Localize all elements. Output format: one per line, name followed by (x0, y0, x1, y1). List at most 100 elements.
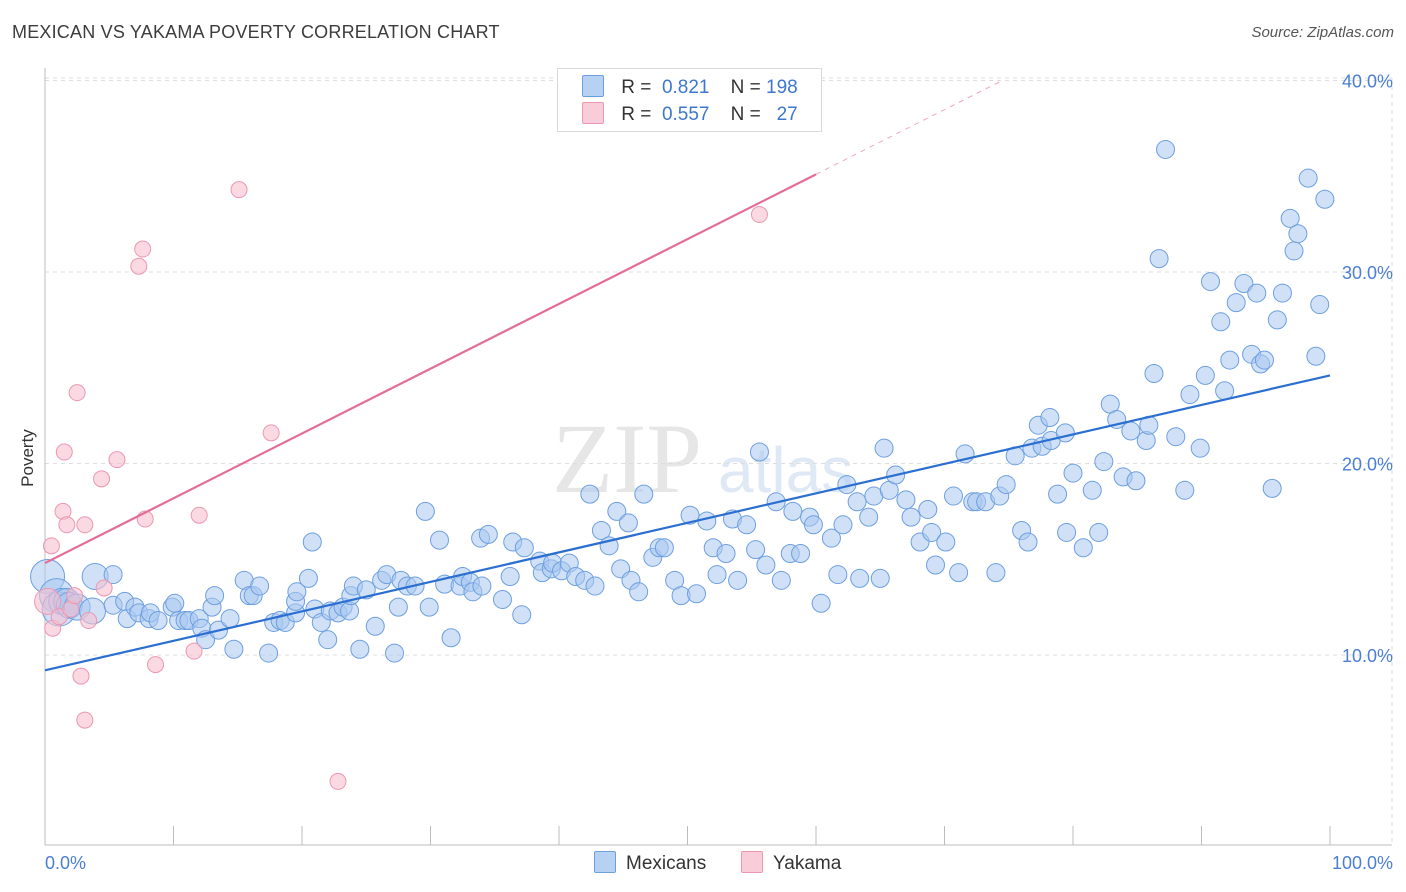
mexicans-point (365, 616, 385, 636)
mexicans-point (1094, 452, 1114, 472)
mexicans-point (429, 530, 449, 550)
yakama-point (329, 772, 347, 790)
x-tick-label: 0.0% (45, 853, 86, 873)
x-tick-label: 100.0% (1332, 853, 1393, 873)
mexicans-point (1149, 249, 1169, 269)
mexicans-point (986, 563, 1006, 583)
mexicans-point (654, 538, 674, 558)
mexicans-point (1126, 471, 1146, 491)
chart-title: MEXICAN VS YAKAMA POVERTY CORRELATION CH… (12, 22, 500, 42)
mexicans-point (859, 507, 879, 527)
yakama-point (262, 424, 280, 442)
mexicans-point (492, 589, 512, 609)
mexicans-point (728, 570, 748, 590)
mexicans-point (1175, 480, 1195, 500)
mexicans-point (441, 628, 461, 648)
yakama-point (42, 537, 60, 555)
mexicans-point (749, 442, 769, 462)
legend-n-value: 27 (776, 104, 798, 125)
mexicans-point (220, 609, 240, 629)
mexicans-point (828, 565, 848, 585)
yakama-point (55, 443, 73, 461)
bottom-legend-mexicans: Mexicans (594, 851, 706, 875)
mexicans-point (514, 538, 534, 558)
yakama-point (147, 656, 165, 674)
mexicans-point (996, 475, 1016, 495)
mexicans-point (287, 582, 307, 602)
mexicans-point (1298, 168, 1318, 188)
yakama-point (34, 587, 62, 615)
yakama-point (95, 579, 113, 597)
mexicans-point (629, 582, 649, 602)
mexicans-point (318, 630, 338, 650)
mexicans-point (1190, 438, 1210, 458)
mexicans-point (680, 505, 700, 525)
mexicans-point (918, 499, 938, 519)
legend-n-label: N = (730, 77, 761, 98)
yakama-trend-extension (815, 80, 1003, 175)
yakama-point (108, 451, 126, 469)
mexicans-point (419, 597, 439, 617)
mexicans-point (356, 580, 376, 600)
mexicans-point (302, 532, 322, 552)
mexicans-point (1089, 522, 1109, 542)
yakama-swatch (582, 102, 604, 124)
mexicans-point (1315, 189, 1335, 209)
mexicans-point (1195, 365, 1215, 385)
yakama-point (68, 384, 86, 402)
mexicans-point (205, 586, 225, 606)
mexicans-point (1288, 224, 1308, 244)
mexicans-point (103, 565, 123, 585)
mexicans-point (896, 490, 916, 510)
mexicans-point (298, 568, 318, 588)
mexicans-point (707, 565, 727, 585)
mexicans-point (1121, 421, 1141, 441)
mexicans-point (1048, 484, 1068, 504)
mexicans-point (388, 597, 408, 617)
stats-legend: R = 0.821 N = 198 R = 0.557 N = 27 (557, 68, 822, 132)
mexicans-point (585, 576, 605, 596)
yakama-point (134, 240, 152, 258)
yakama-point (93, 470, 111, 488)
legend-r-label: R = (621, 104, 652, 125)
mexicans-point (1254, 350, 1274, 370)
yakama-point (230, 181, 248, 199)
mexicans-point (922, 522, 942, 542)
mexicans-point (1262, 478, 1282, 498)
axes (44, 68, 1392, 846)
mexicans-point (1211, 312, 1231, 332)
mexicans-point (634, 484, 654, 504)
mexicans-point (686, 584, 706, 604)
yakama-point (185, 642, 203, 660)
mexicans-point (756, 555, 776, 575)
legend-row-yakama: R = 0.557 N = 27 (582, 102, 798, 126)
mexicans-swatch (582, 75, 604, 97)
mexicans-point (737, 515, 757, 535)
mexicans-point (1082, 480, 1102, 500)
mexicans-point (250, 576, 270, 596)
mexicans-point (415, 501, 435, 521)
mexicans-point (1055, 423, 1075, 443)
mexicans-point (1018, 532, 1038, 552)
mexicans-point (850, 568, 870, 588)
mexicans-point (1144, 363, 1164, 383)
yakama-trend-line (44, 173, 817, 565)
mexicans-point (607, 501, 627, 521)
y-tick-label: 10.0% (1342, 646, 1393, 666)
source-credit: Source: ZipAtlas.com (1251, 24, 1394, 41)
mexicans-point (1063, 463, 1083, 483)
mexicans-trend-line (44, 374, 1331, 672)
mexicans-point (847, 492, 867, 512)
mexicans-point (618, 513, 638, 533)
legend-r-value: 0.821 (661, 77, 710, 98)
mexicans-point (1057, 522, 1077, 542)
axis-labels: 10.0% 20.0% 30.0% 40.0% 0.0% 100.0% Poverty (18, 72, 1393, 874)
y-tick-label: 20.0% (1342, 455, 1393, 475)
mexicans-point (874, 438, 894, 458)
legend-n-value: 198 (766, 77, 798, 98)
mexicans-legend-label: Mexicans (626, 853, 707, 874)
legend-row-mexicans: R = 0.821 N = 198 (582, 75, 798, 99)
y-tick-label: 30.0% (1342, 263, 1393, 283)
y-axis-title: Poverty (18, 429, 37, 487)
